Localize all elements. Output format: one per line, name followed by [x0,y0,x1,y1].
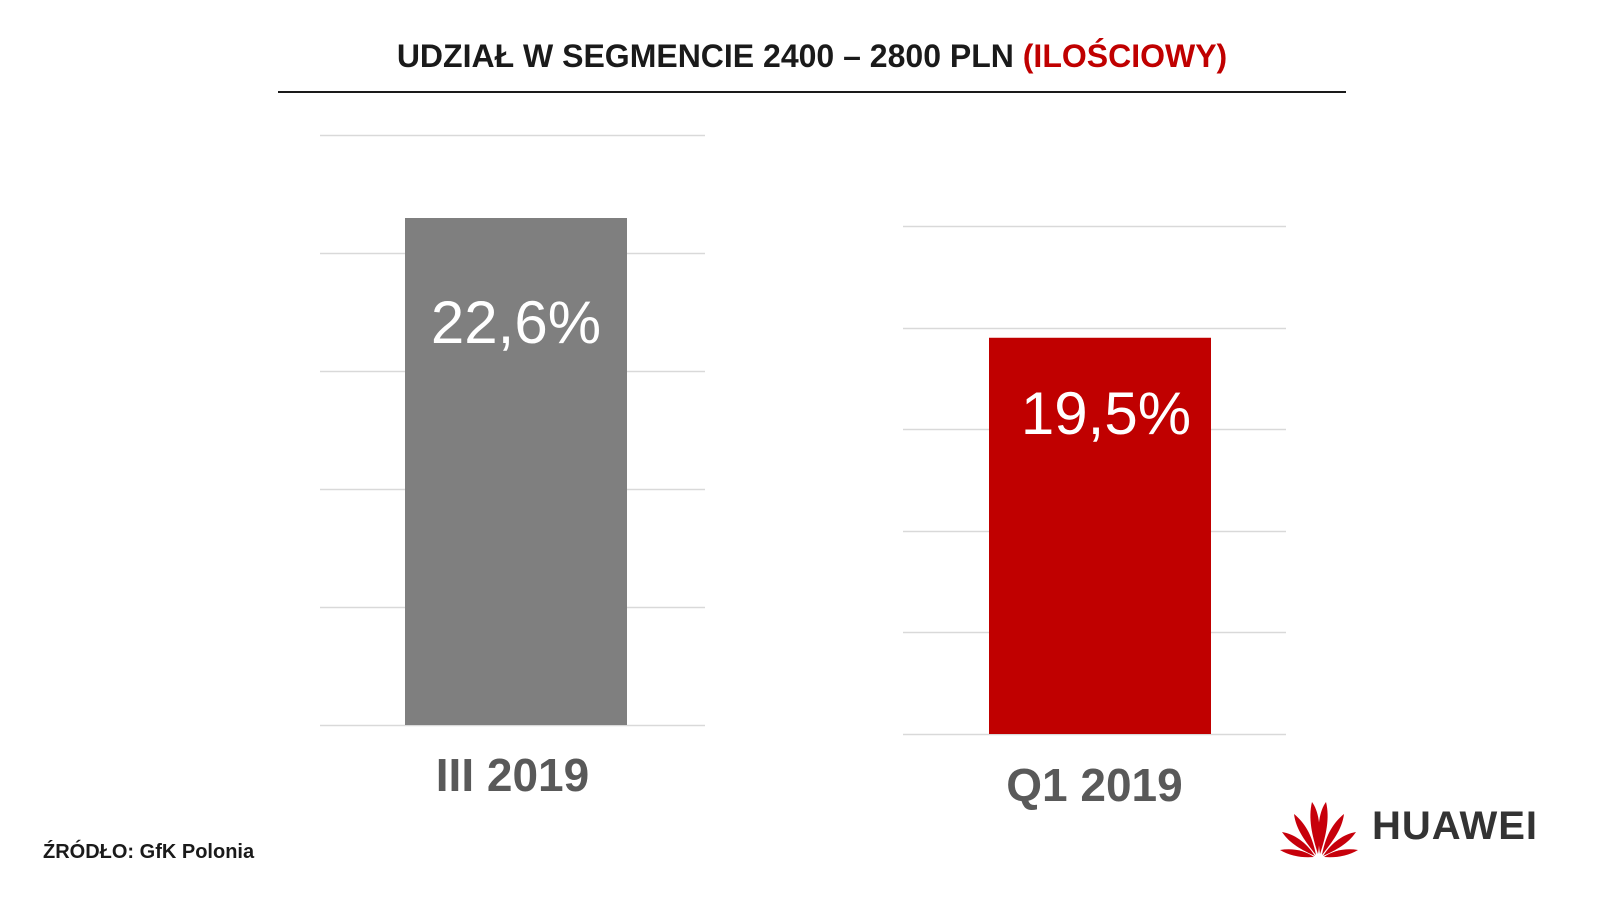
chart-panel-left: 22,6% [320,134,705,727]
source-note: ŹRÓDŁO: GfK Polonia [43,841,255,863]
chart-panel-right: 19,5% [903,225,1286,736]
chart-title: UDZIAŁ W SEGMENCIE 2400 – 2800 PLN (ILOŚ… [278,38,1346,75]
bar-left [405,218,627,726]
brand-name: HUAWEI [1372,804,1538,848]
data-label-left: 22,6% [431,289,601,356]
huawei-flower-logo-icon [1280,802,1358,858]
huawei-logo: HUAWEI [1278,796,1558,866]
data-label-right: 19,5% [1021,380,1191,447]
category-label-left: III 2019 [435,749,590,801]
bar-right [989,337,1211,734]
chart-right-svg: 19,5% [903,225,1286,736]
category-label-right: Q1 2019 [1006,759,1183,811]
title-underline [278,91,1346,93]
chart-title-accent: (ILOŚCIOWY) [1022,38,1228,74]
chart-left-svg: 22,6% [320,134,705,727]
chart-title-main: UDZIAŁ W SEGMENCIE 2400 – 2800 PLN [396,38,1014,74]
